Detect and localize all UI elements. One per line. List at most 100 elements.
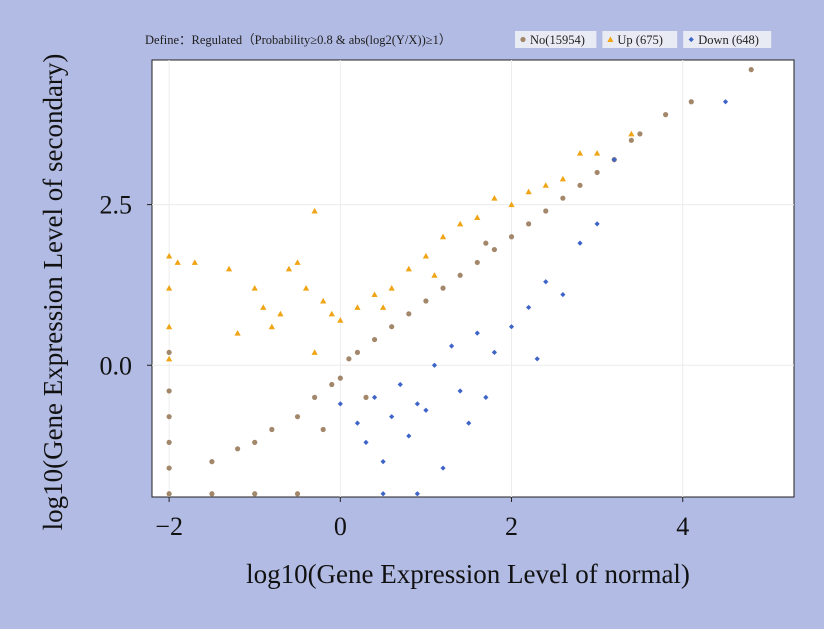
- x-tick-label: 4: [676, 512, 689, 541]
- data-point: [380, 304, 387, 310]
- data-point: [354, 304, 361, 310]
- data-point: [320, 426, 326, 433]
- data-point: [560, 195, 566, 201]
- data-point: [628, 137, 634, 143]
- data-point: [577, 240, 583, 246]
- data-point: [337, 401, 343, 407]
- data-point: [235, 446, 241, 452]
- data-point: [252, 439, 258, 445]
- data-point: [466, 420, 472, 426]
- data-point: [209, 459, 215, 465]
- data-point: [302, 285, 310, 291]
- data-point: [594, 169, 600, 176]
- data-point: [628, 130, 635, 137]
- data-point: [320, 297, 327, 304]
- legend-item-bg: [683, 31, 772, 48]
- data-point: [329, 381, 335, 388]
- data-point: [354, 349, 361, 356]
- data-point: [337, 375, 343, 381]
- data-point: [637, 131, 643, 137]
- grid: [152, 60, 794, 497]
- data-point: [474, 330, 480, 336]
- data-point: [525, 188, 532, 195]
- data-point: [440, 285, 446, 291]
- data-point: [285, 265, 293, 272]
- data-point: [491, 246, 497, 253]
- data-point: [294, 414, 301, 420]
- plot-area: [151, 59, 795, 498]
- y-tick-label: 2.5: [100, 191, 133, 220]
- data-point: [166, 349, 172, 356]
- data-point: [371, 394, 378, 400]
- data-point: [534, 356, 540, 362]
- y-axis-label: log10(Gene Expression Level of secondary…: [38, 54, 68, 531]
- data-point: [277, 310, 284, 317]
- data-point: [542, 182, 549, 188]
- data-point: [389, 414, 395, 420]
- data-point: [234, 330, 241, 336]
- data-point: [663, 112, 669, 118]
- data-point: [346, 356, 352, 362]
- data-point: [594, 221, 600, 227]
- data-point: [508, 324, 515, 330]
- data-point: [166, 414, 172, 420]
- data-point: [560, 291, 566, 298]
- legend-marker: [520, 36, 526, 43]
- data-points: [166, 67, 754, 497]
- data-point: [491, 195, 498, 201]
- data-point: [380, 491, 386, 497]
- data-point: [414, 491, 420, 497]
- data-point: [337, 317, 344, 323]
- data-point: [559, 175, 566, 182]
- data-point: [526, 221, 532, 227]
- data-point: [294, 491, 301, 497]
- legend-label: No(15954): [530, 33, 585, 47]
- data-point: [688, 99, 694, 105]
- data-point: [474, 214, 481, 220]
- data-point: [576, 150, 584, 156]
- data-point: [457, 272, 463, 278]
- data-point: [328, 310, 335, 317]
- data-point: [191, 259, 198, 265]
- legend-item-bg: [515, 31, 597, 48]
- legend: No(15954) Up (675) Down (648): [515, 31, 772, 48]
- data-point: [371, 336, 378, 343]
- data-point: [414, 401, 420, 407]
- data-point: [483, 240, 489, 246]
- chart-title: Define：Regulated（Probability≥0.8 & abs(l…: [145, 33, 451, 47]
- data-point: [166, 323, 173, 330]
- data-point: [268, 323, 275, 330]
- y-tick-label: 0.0: [100, 351, 133, 380]
- data-point: [371, 291, 378, 298]
- data-point: [508, 201, 515, 208]
- data-point: [166, 491, 172, 497]
- data-point: [543, 279, 549, 285]
- data-point: [252, 491, 258, 497]
- data-point: [405, 265, 412, 272]
- data-point: [748, 67, 754, 73]
- data-point: [166, 465, 172, 471]
- data-point: [440, 465, 446, 471]
- data-point: [722, 99, 729, 105]
- legend-item-bg: [602, 31, 678, 48]
- data-point: [431, 272, 438, 278]
- data-point: [209, 491, 215, 497]
- data-point: [166, 355, 173, 362]
- data-point: [354, 420, 361, 426]
- data-point: [388, 285, 395, 291]
- data-point: [439, 233, 447, 240]
- legend-label: Up (675): [617, 33, 662, 47]
- data-point: [422, 252, 430, 259]
- data-point: [491, 349, 497, 356]
- data-point: [397, 381, 403, 388]
- x-axis-label: log10(Gene Expression Level of normal): [246, 559, 690, 589]
- data-point: [389, 324, 395, 330]
- data-point: [457, 220, 464, 227]
- data-point: [166, 388, 172, 394]
- x-tick-label: −2: [155, 512, 183, 541]
- data-point: [311, 207, 318, 214]
- data-point: [611, 157, 617, 163]
- data-point: [457, 388, 463, 394]
- data-point: [423, 407, 429, 413]
